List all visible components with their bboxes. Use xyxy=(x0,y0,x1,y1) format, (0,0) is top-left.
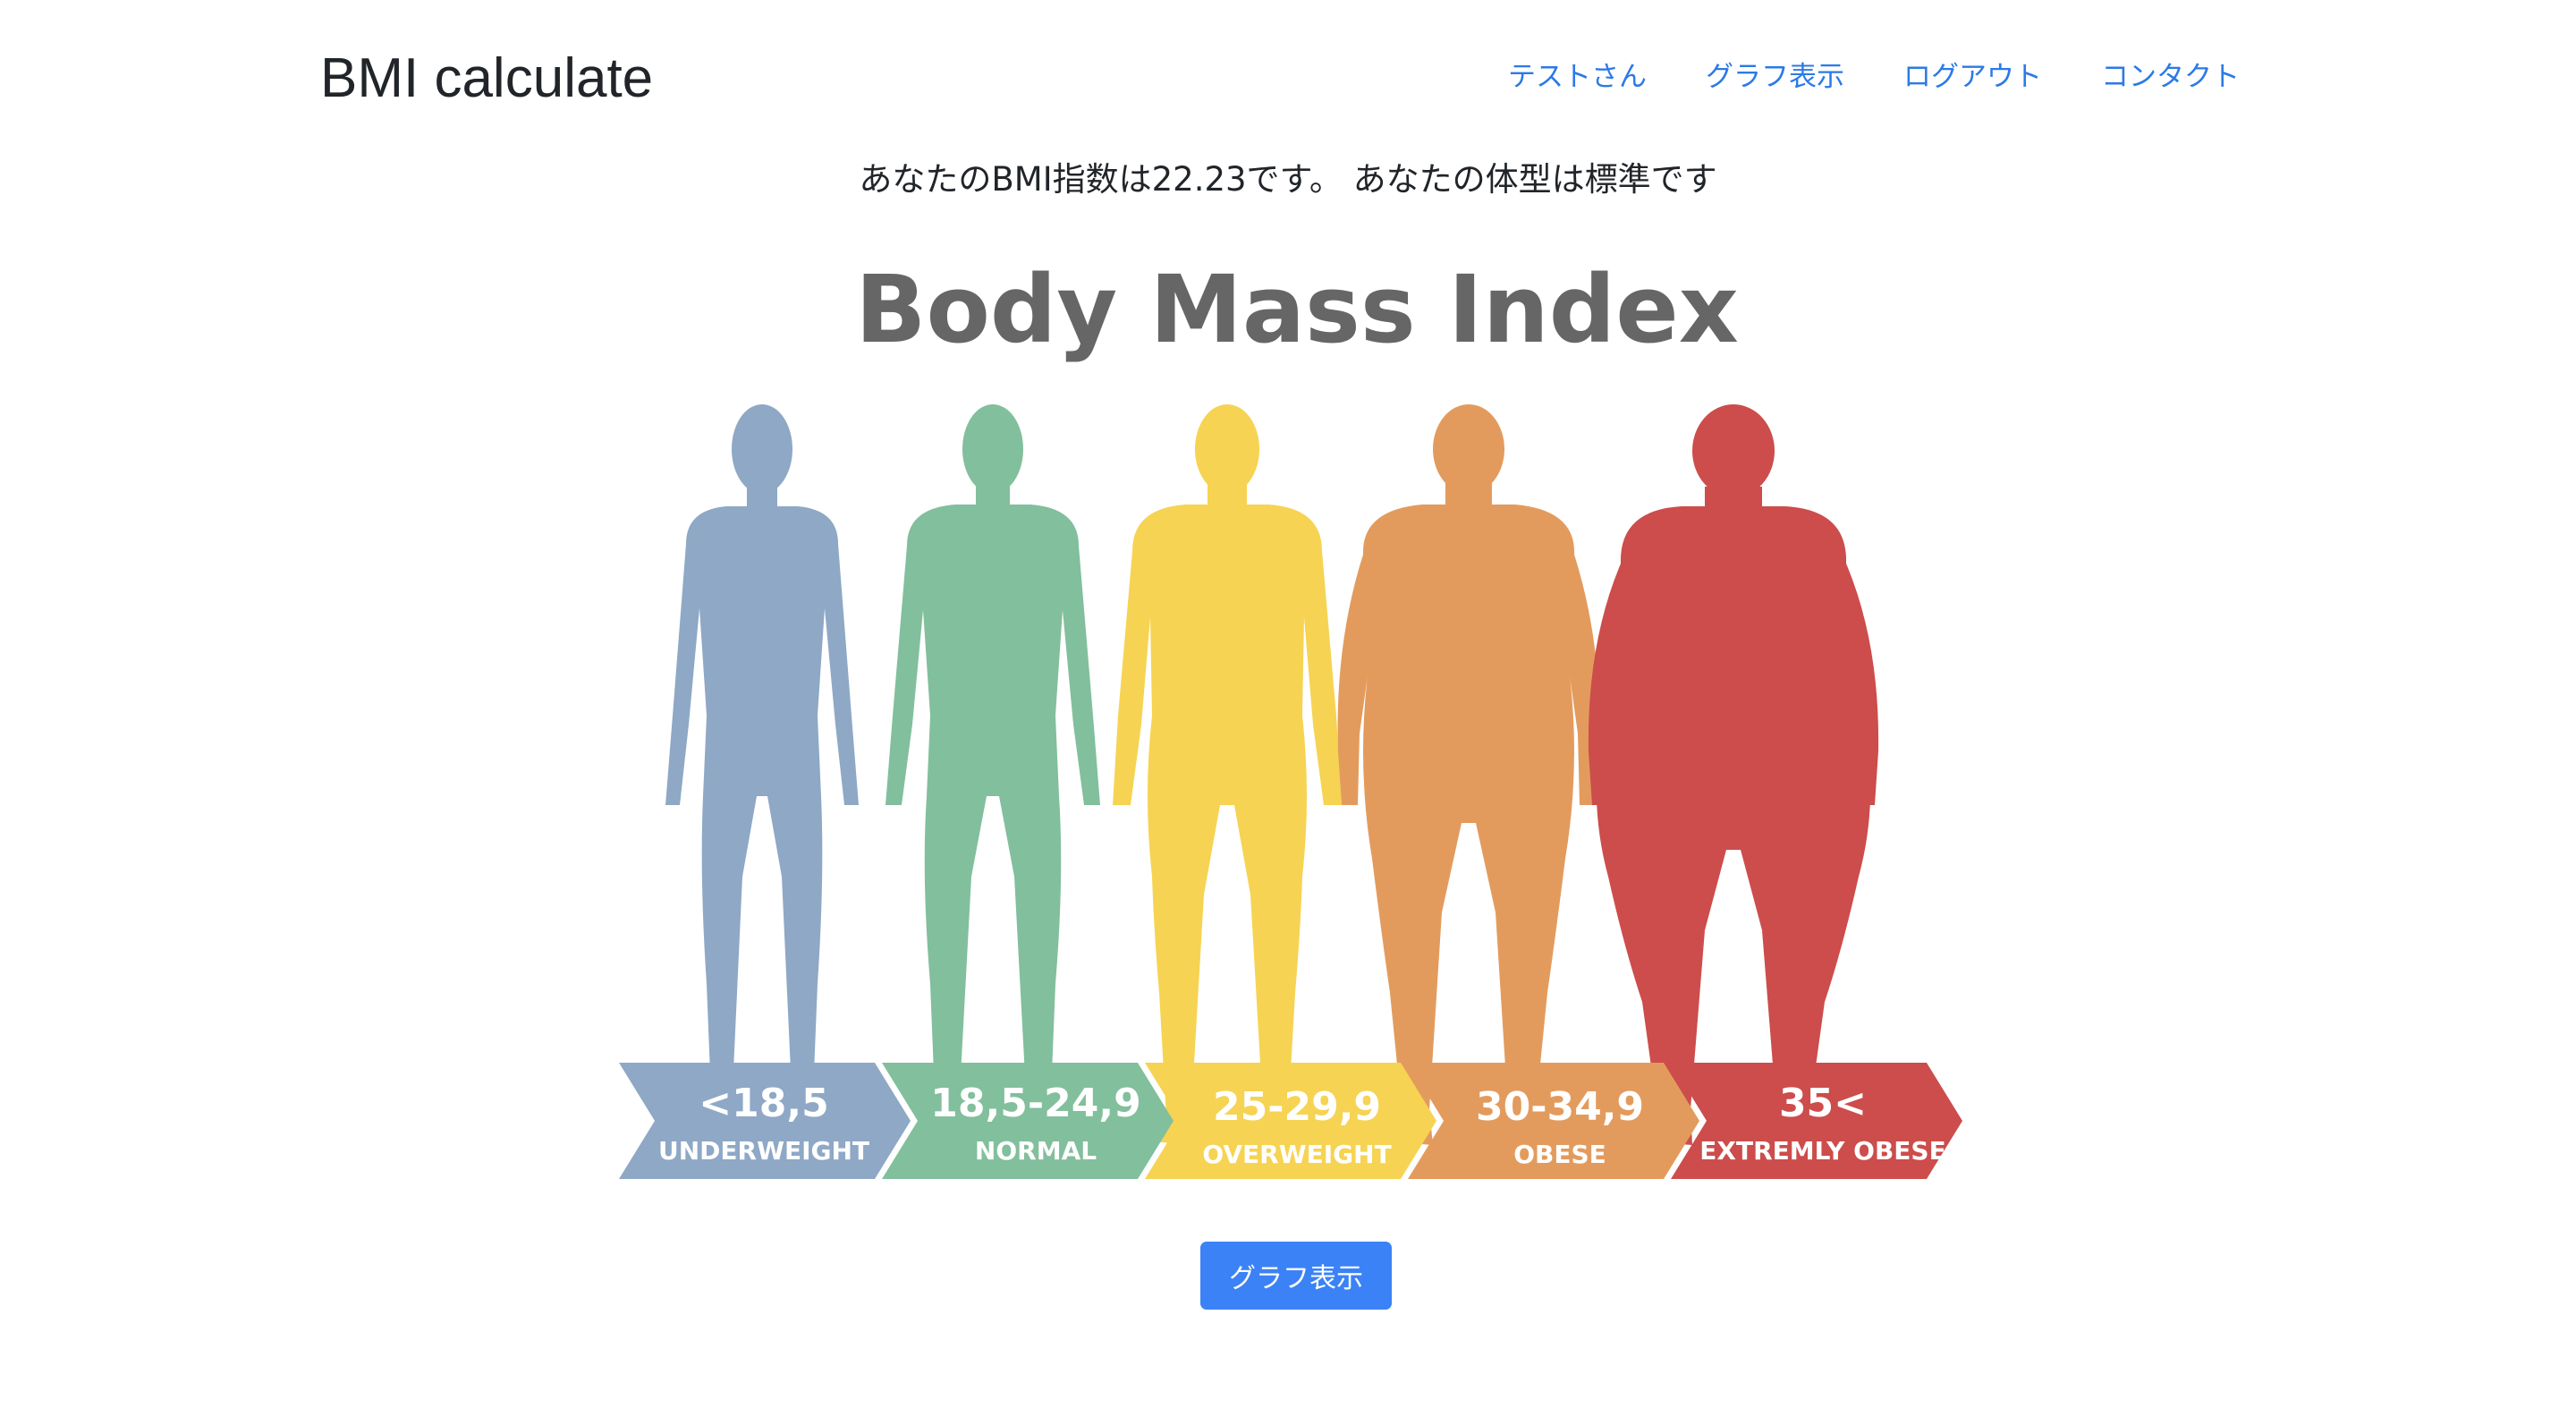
figure-overweight xyxy=(1113,404,1342,1145)
label-obese: OBESE xyxy=(1513,1140,1606,1169)
figure-obese xyxy=(1337,404,1600,1145)
bmi-result-message: あなたのBMI指数は22.23です。 あなたの体型は標準です xyxy=(859,160,1717,199)
range-obese: 30-34,9 xyxy=(1476,1084,1644,1130)
label-extremely-obese: EXTREMLY OBESE xyxy=(1699,1136,1945,1166)
label-overweight: OVERWEIGHT xyxy=(1202,1140,1391,1169)
nav-links: テストさん グラフ表示 ログアウト コンタクト xyxy=(1508,50,2240,104)
band-extremely-obese xyxy=(1671,1063,1962,1179)
band-underweight xyxy=(619,1063,911,1179)
band-obese xyxy=(1408,1063,1699,1179)
range-underweight: <18,5 xyxy=(699,1081,828,1126)
range-overweight: 25-29,9 xyxy=(1213,1084,1381,1130)
nav-link-user[interactable]: テストさん xyxy=(1508,61,1647,93)
label-underweight: UNDERWEIGHT xyxy=(658,1136,869,1166)
bmi-title: Body Mass Index xyxy=(855,255,1739,364)
nav-link-contact[interactable]: コンタクト xyxy=(2101,61,2240,93)
figure-underweight xyxy=(665,404,859,1145)
navbar: BMI calculate テストさん グラフ表示 ログアウト コンタクト xyxy=(0,0,2576,152)
brand-link[interactable]: BMI calculate xyxy=(320,47,654,109)
nav-link-graph[interactable]: グラフ表示 xyxy=(1706,61,1844,93)
band-normal xyxy=(882,1063,1174,1179)
show-graph-button[interactable]: グラフ表示 xyxy=(1200,1242,1392,1310)
bmi-infographic: Body Mass Index <18,5 UNDERWEIGHT 18,5-2… xyxy=(619,255,1962,1179)
figure-extremely-obese xyxy=(1588,404,1879,1145)
nav-link-logout[interactable]: ログアウト xyxy=(1903,61,2042,93)
label-normal: NORMAL xyxy=(975,1136,1097,1166)
band-overweight xyxy=(1145,1063,1436,1179)
range-normal: 18,5-24,9 xyxy=(930,1081,1140,1126)
figure-normal xyxy=(886,404,1100,1145)
range-extremely-obese: 35< xyxy=(1779,1081,1867,1126)
